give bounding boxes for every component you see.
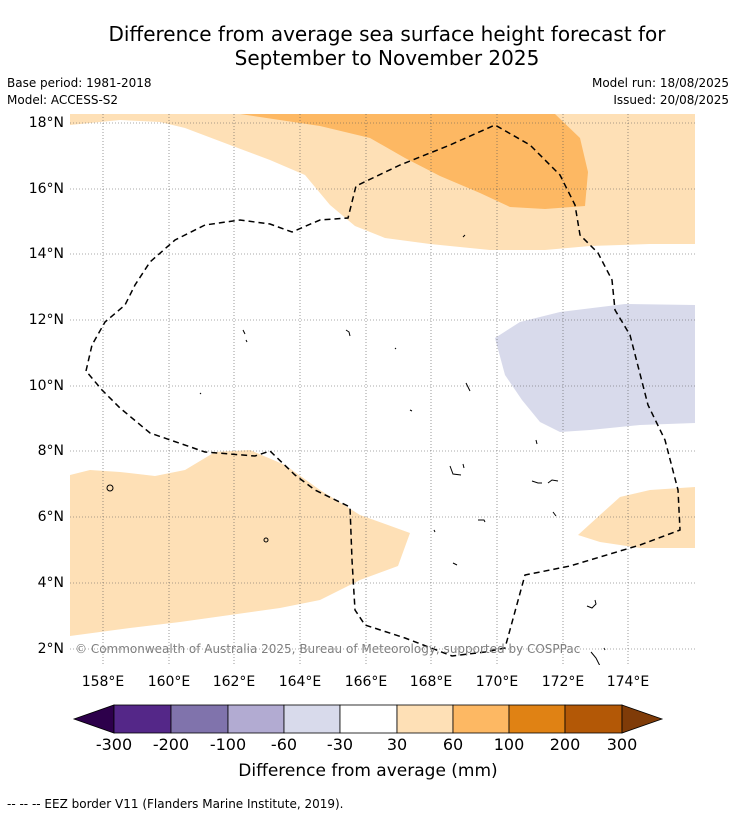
colorbar-tick: 30	[386, 735, 408, 754]
colorbar-tick: -60	[270, 735, 298, 754]
lat-label: 12°N	[28, 312, 64, 328]
lon-label: 158°E	[81, 674, 125, 690]
lon-label: 170°E	[475, 674, 519, 690]
map-area	[70, 114, 695, 665]
island	[531, 479, 559, 484]
colorbar-bin	[452, 704, 510, 734]
island	[106, 484, 114, 492]
colorbar	[72, 704, 664, 734]
colorbar-tick: 200	[549, 735, 581, 754]
colorbar-tick: 100	[493, 735, 525, 754]
lon-label: 168°E	[409, 674, 453, 690]
eez-border	[85, 124, 681, 657]
copyright-notice: © Commonwealth of Australia 2025, Bureau…	[75, 642, 581, 656]
stronger-positive-anomaly-region	[240, 114, 588, 209]
issued-date: Issued: 20/08/2025	[613, 93, 729, 107]
colorbar-bin	[564, 704, 623, 734]
model-name: Model: ACCESS-S2	[7, 93, 119, 107]
model-run: Model run: 18/08/2025	[591, 76, 729, 90]
negative-anomaly-region	[495, 304, 695, 432]
eez-legend-note: -- -- -- EEZ border V11 (Flanders Marine…	[7, 797, 344, 811]
colorbar-bin	[339, 704, 398, 734]
lon-label: 162°E	[212, 674, 256, 690]
island	[433, 511, 557, 566]
colorbar-tick: -30	[326, 735, 354, 754]
colorbar-tick: -100	[209, 735, 247, 754]
island	[199, 234, 538, 445]
lat-label: 6°N	[37, 509, 64, 525]
colorbar-high-extension	[621, 704, 664, 734]
meta-left: Base period: 1981-2018 Model: ACCESS-S2	[7, 75, 152, 109]
lat-label: 2°N	[37, 641, 64, 657]
colorbar-tick: -200	[152, 735, 190, 754]
colorbar-bin	[508, 704, 566, 734]
colorbar-tick: 300	[606, 735, 638, 754]
positive-anomaly-region-southwest	[70, 450, 410, 636]
colorbar-label: Difference from average (mm)	[238, 761, 498, 781]
island	[345, 329, 351, 337]
colorbar-tick: -300	[95, 735, 133, 754]
title-line-2: September to November 2025	[234, 46, 540, 70]
colorbar-bin	[170, 704, 229, 734]
island	[590, 647, 606, 665]
island	[242, 329, 248, 343]
map-title: Difference from average sea surface heig…	[0, 22, 736, 70]
lat-label: 14°N	[28, 246, 64, 262]
colorbar-bin	[396, 704, 454, 734]
lon-label: 164°E	[278, 674, 322, 690]
lat-label: 16°N	[28, 181, 64, 197]
lat-label: 4°N	[37, 575, 64, 591]
lat-label: 8°N	[37, 443, 64, 459]
colorbar-bin	[283, 704, 341, 734]
title-line-1: Difference from average sea surface heig…	[108, 22, 666, 46]
island	[586, 599, 597, 609]
lat-label: 10°N	[28, 378, 64, 394]
lon-label: 166°E	[344, 674, 388, 690]
islands	[106, 234, 606, 665]
base-period: Base period: 1981-2018	[7, 76, 152, 90]
graticule	[70, 114, 695, 665]
colorbar-bin	[113, 704, 172, 734]
colorbar-low-extension	[72, 704, 115, 734]
lon-label: 172°E	[541, 674, 585, 690]
island	[263, 537, 269, 543]
colorbar-tick: 60	[442, 735, 464, 754]
colorbar-bin	[227, 704, 285, 734]
lon-label: 160°E	[147, 674, 191, 690]
lat-label: 18°N	[28, 115, 64, 131]
lon-label: 174°E	[606, 674, 650, 690]
meta-right: Model run: 18/08/2025 Issued: 20/08/2025	[592, 75, 729, 109]
positive-anomaly-region-east	[578, 487, 695, 548]
island	[449, 463, 465, 476]
